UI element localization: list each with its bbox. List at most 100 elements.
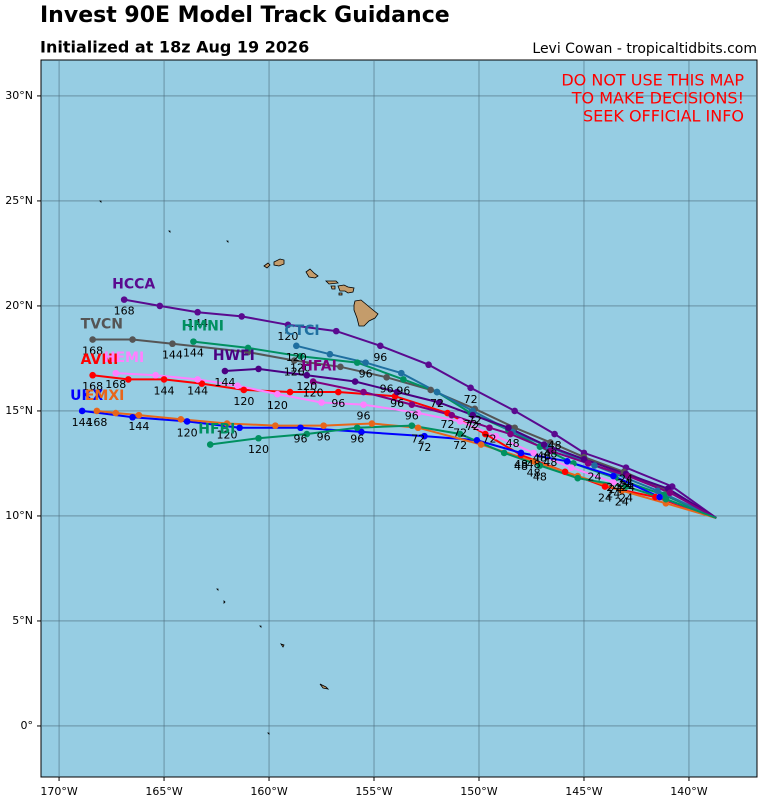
niihau — [263, 262, 271, 269]
track-point — [610, 472, 617, 480]
hour-label: 48 — [527, 458, 541, 471]
track-point — [408, 422, 416, 429]
hour-label: 24 — [619, 492, 633, 505]
track-point — [290, 357, 298, 364]
track-point — [240, 386, 248, 394]
hour-label: 24 — [621, 481, 635, 494]
track-point — [547, 447, 554, 455]
track-point — [360, 401, 367, 408]
lanai — [330, 285, 336, 290]
track-point — [467, 384, 474, 392]
map-subtitle: Initialized at 18z Aug 19 2026 — [40, 38, 309, 57]
hour-label: 144 — [187, 384, 208, 397]
track-point — [362, 359, 369, 366]
hour-label: 168 — [82, 380, 103, 393]
hour-label: 48 — [533, 452, 547, 465]
hour-label: 72 — [468, 414, 482, 427]
track-point — [284, 321, 292, 329]
track-point — [486, 424, 493, 432]
map-title: Invest 90E Model Track Guidance — [40, 3, 450, 28]
hour-label: 24 — [617, 477, 631, 490]
kauai — [273, 258, 285, 267]
hour-label: 96 — [350, 433, 364, 446]
hour-label: 96 — [294, 433, 308, 446]
hour-label: 96 — [396, 384, 410, 397]
track-point — [152, 371, 159, 379]
hour-label: 72 — [430, 397, 444, 410]
x-tick-label: 165°W — [145, 785, 182, 798]
hour-label: 72 — [417, 441, 431, 454]
credit: Levi Cowan - tropicaltidbits.com — [532, 41, 757, 57]
track-name: HEMI — [104, 350, 144, 366]
hour-label: 72 — [482, 433, 496, 446]
x-tick-label: 150°W — [460, 785, 497, 798]
track-point — [505, 424, 512, 432]
track-point — [129, 413, 136, 421]
track-point — [335, 388, 342, 396]
track-point — [89, 371, 96, 379]
y-tick-label: 5°N — [12, 614, 33, 627]
hour-label: 48 — [543, 456, 557, 469]
track-point — [194, 376, 201, 383]
track-point — [112, 369, 120, 377]
track-point — [666, 489, 674, 497]
hour-label: 24 — [587, 471, 601, 484]
track-point — [481, 430, 489, 438]
hour-label: 120 — [290, 361, 311, 374]
track-point — [421, 432, 428, 440]
track-point — [320, 422, 327, 429]
hour-label: 96 — [359, 368, 373, 381]
hour-label: 48 — [537, 450, 551, 463]
track-point — [332, 327, 340, 335]
track-name: HCCA — [112, 277, 155, 293]
hour-label: 72 — [411, 433, 425, 446]
hour-label: 48 — [548, 439, 562, 452]
land — [99, 200, 379, 735]
track-point — [255, 365, 262, 373]
track-name: CTCI — [284, 323, 319, 339]
hour-label: 24 — [598, 492, 612, 505]
track-point — [568, 464, 575, 471]
track-point — [169, 340, 176, 348]
hour-label: 48 — [506, 437, 520, 450]
track-point — [135, 411, 143, 419]
track-point — [477, 441, 485, 448]
hour-label: 24 — [606, 487, 620, 500]
hour-label: 24 — [608, 483, 622, 496]
track-name: HMNI — [181, 319, 224, 335]
x-tick-label: 170°W — [40, 785, 77, 798]
hour-label: 48 — [533, 471, 547, 484]
track-point — [427, 386, 435, 394]
track-point — [425, 361, 432, 369]
track-point — [297, 353, 304, 360]
track-point — [584, 460, 592, 467]
track-point — [536, 462, 544, 469]
track-point — [360, 388, 367, 396]
track-point — [353, 359, 361, 366]
track-point — [507, 430, 514, 438]
hour-label: 96 — [357, 410, 371, 423]
warning: DO NOT USE THIS MAP TO MAKE DECISIONS! S… — [561, 71, 744, 126]
track-point — [255, 434, 262, 442]
hour-label: 96 — [380, 382, 394, 395]
hour-label: 72 — [453, 426, 467, 439]
track-point — [358, 428, 365, 436]
hour-label: 144 — [187, 317, 208, 330]
track-point — [551, 430, 558, 438]
track-point — [398, 369, 405, 377]
track-point — [580, 455, 588, 463]
hour-label: 168 — [82, 345, 103, 358]
track-point — [408, 401, 416, 408]
track-name: AVNI — [81, 352, 119, 368]
hour-label: 144 — [183, 347, 204, 360]
hour-label: 72 — [453, 439, 467, 452]
hour-label: 96 — [317, 431, 331, 444]
hour-label: 96 — [373, 351, 387, 364]
track-point — [326, 350, 334, 358]
track-point — [160, 376, 168, 383]
track-point — [656, 493, 663, 501]
hour-label: 96 — [405, 410, 419, 423]
track-point — [448, 411, 456, 419]
track-point — [511, 407, 518, 415]
grid — [41, 60, 757, 777]
